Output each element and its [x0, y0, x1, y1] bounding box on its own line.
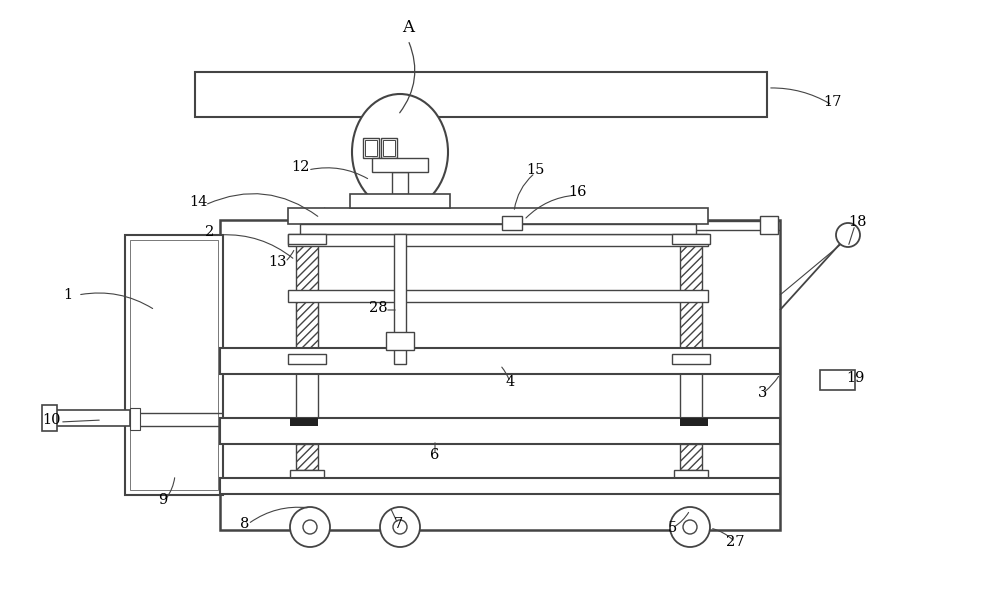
Circle shape	[683, 520, 697, 534]
Text: 13: 13	[269, 255, 287, 269]
Text: 16: 16	[569, 185, 587, 199]
Text: 10: 10	[43, 413, 61, 427]
Bar	[55, 410, 130, 426]
Text: 2: 2	[205, 225, 215, 239]
Circle shape	[380, 507, 420, 547]
Text: 9: 9	[158, 493, 168, 507]
Bar	[220, 478, 780, 494]
Text: 28: 28	[369, 301, 387, 315]
Text: 8: 8	[240, 517, 250, 531]
Bar	[288, 234, 708, 246]
Bar	[392, 172, 408, 194]
Bar	[288, 290, 708, 302]
Bar	[363, 138, 379, 158]
Bar	[820, 370, 855, 390]
Text: 12: 12	[291, 160, 309, 174]
Bar	[220, 220, 780, 530]
Text: 6: 6	[430, 448, 440, 462]
Text: 3: 3	[758, 386, 768, 400]
Bar	[130, 240, 218, 490]
Circle shape	[836, 223, 860, 247]
Bar	[42, 405, 57, 431]
Text: 19: 19	[846, 371, 864, 385]
Bar	[394, 234, 406, 364]
Bar	[386, 332, 414, 350]
Bar	[288, 354, 326, 364]
Bar	[383, 140, 395, 156]
Bar	[290, 470, 324, 478]
Bar	[680, 244, 702, 354]
Text: 4: 4	[505, 375, 515, 389]
Bar	[672, 234, 710, 244]
Bar	[680, 418, 708, 426]
Bar	[381, 138, 397, 158]
Bar	[372, 158, 428, 172]
Bar	[130, 408, 140, 430]
Bar	[220, 348, 780, 374]
Bar	[300, 224, 696, 234]
Bar	[365, 140, 377, 156]
Text: 7: 7	[393, 517, 403, 531]
Text: 1: 1	[63, 288, 73, 302]
Bar	[672, 354, 710, 364]
Bar	[296, 244, 318, 354]
Bar	[674, 470, 708, 478]
Bar	[125, 235, 223, 495]
Bar	[350, 194, 450, 208]
Circle shape	[393, 520, 407, 534]
Bar	[502, 216, 522, 230]
Text: 15: 15	[526, 163, 544, 177]
Bar	[760, 216, 778, 234]
Bar	[195, 72, 767, 117]
Circle shape	[303, 520, 317, 534]
Text: 27: 27	[726, 535, 744, 549]
Text: 18: 18	[849, 215, 867, 229]
Bar	[288, 208, 708, 224]
Ellipse shape	[352, 94, 448, 210]
Text: 14: 14	[189, 195, 207, 209]
Text: A: A	[402, 20, 414, 37]
Bar	[680, 444, 702, 470]
Bar	[296, 444, 318, 470]
Circle shape	[670, 507, 710, 547]
Bar	[220, 418, 780, 444]
Bar	[290, 418, 318, 426]
Bar	[288, 234, 326, 244]
Circle shape	[290, 507, 330, 547]
Text: 17: 17	[823, 95, 841, 109]
Text: 5: 5	[667, 521, 677, 535]
